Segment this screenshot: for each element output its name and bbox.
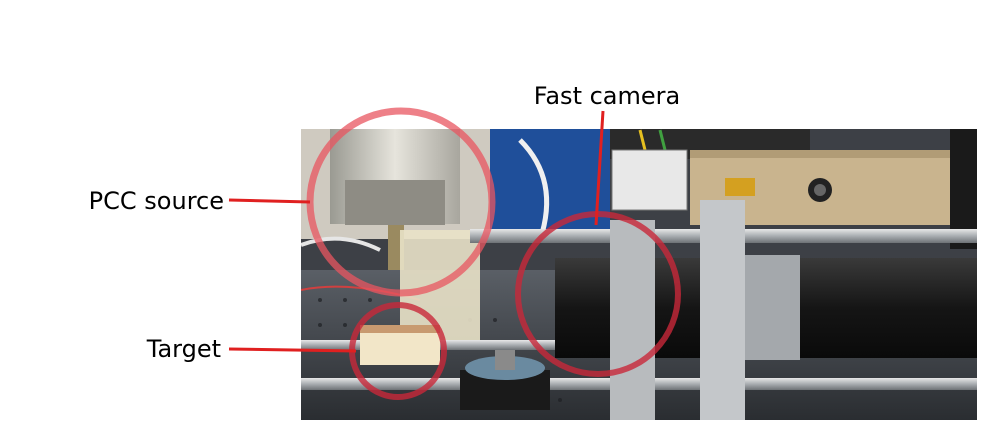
target-label: Target: [146, 335, 221, 363]
lab-photo: [301, 129, 977, 420]
target-pointer-line: [228, 347, 357, 353]
fast-camera-label: Fast camera: [534, 82, 680, 110]
pcc-source-label: PCC source: [89, 187, 224, 215]
fast-camera-pointer-line: [594, 110, 605, 226]
pcc-source-pointer-line: [228, 198, 311, 204]
